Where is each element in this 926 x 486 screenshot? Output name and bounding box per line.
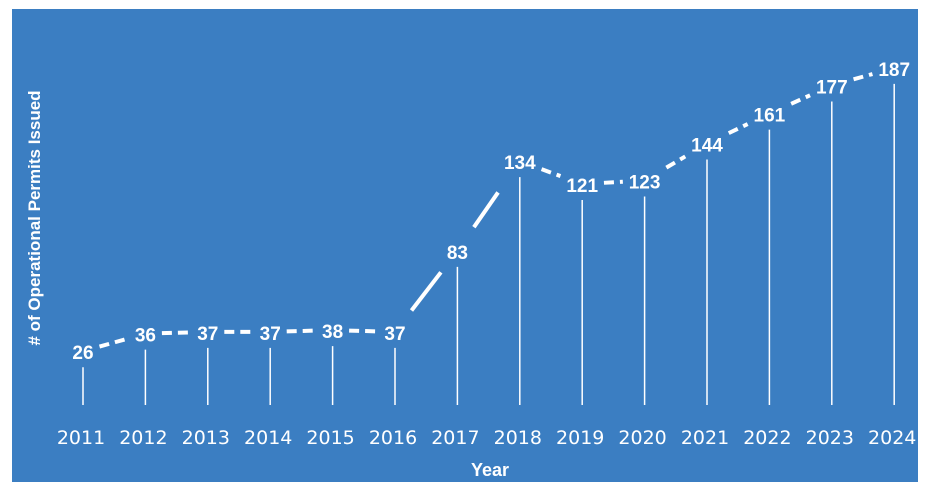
line-segment <box>727 122 749 135</box>
x-tick-label: 2023 <box>806 427 854 449</box>
line-segment <box>790 93 811 106</box>
x-tick-label: 2012 <box>119 427 167 449</box>
data-label: 83 <box>447 243 468 264</box>
x-tick-label: 2024 <box>868 427 916 449</box>
data-label: 187 <box>878 60 910 81</box>
x-tick-label: 2011 <box>57 427 105 449</box>
data-label: 144 <box>691 136 723 157</box>
line-segment <box>349 328 379 334</box>
line-segment <box>98 336 130 349</box>
drop-lines <box>82 83 895 405</box>
x-tick-label: 2018 <box>494 427 542 449</box>
x-tick-label: 2016 <box>369 427 417 449</box>
chart-background <box>12 9 918 482</box>
line-segment <box>161 330 192 336</box>
x-tick-label: 2017 <box>431 427 479 449</box>
line-segment <box>286 328 317 334</box>
x-axis-title: Year <box>471 460 509 480</box>
line-segment <box>853 72 873 82</box>
data-label: 26 <box>72 343 93 364</box>
x-axis-ticks: 2011 2012 2013 2014 2015 2016 2017 2018 2019 2020… <box>57 427 917 449</box>
x-tick-label: 2021 <box>681 427 729 449</box>
line-segment <box>472 191 500 229</box>
x-tick-label: 2022 <box>743 427 791 449</box>
data-label: 37 <box>384 324 405 345</box>
data-label: 177 <box>816 77 848 98</box>
data-label: 121 <box>566 176 598 197</box>
y-axis-title: # of Operational Permits Issued <box>25 90 44 345</box>
x-tick-label: 2019 <box>556 427 604 449</box>
line-segment <box>665 154 687 170</box>
data-label: 37 <box>260 324 281 345</box>
data-label: 134 <box>504 153 536 174</box>
x-tick-label: 2014 <box>244 427 292 449</box>
data-label: 38 <box>322 322 343 343</box>
x-tick-label: 2015 <box>306 427 354 449</box>
data-label: 161 <box>754 106 786 127</box>
data-label: 123 <box>629 173 661 194</box>
x-tick-label: 2020 <box>618 427 666 449</box>
x-tick-label: 2013 <box>182 427 230 449</box>
line-segment <box>603 179 623 185</box>
data-labels: 26 36 37 37 38 37 83 134 121 123 144 161 177 187 <box>72 60 910 364</box>
line-segment <box>540 167 562 178</box>
data-label: 36 <box>135 326 156 347</box>
data-label: 37 <box>197 324 218 345</box>
line-segment <box>409 271 443 312</box>
series-line <box>98 72 873 349</box>
